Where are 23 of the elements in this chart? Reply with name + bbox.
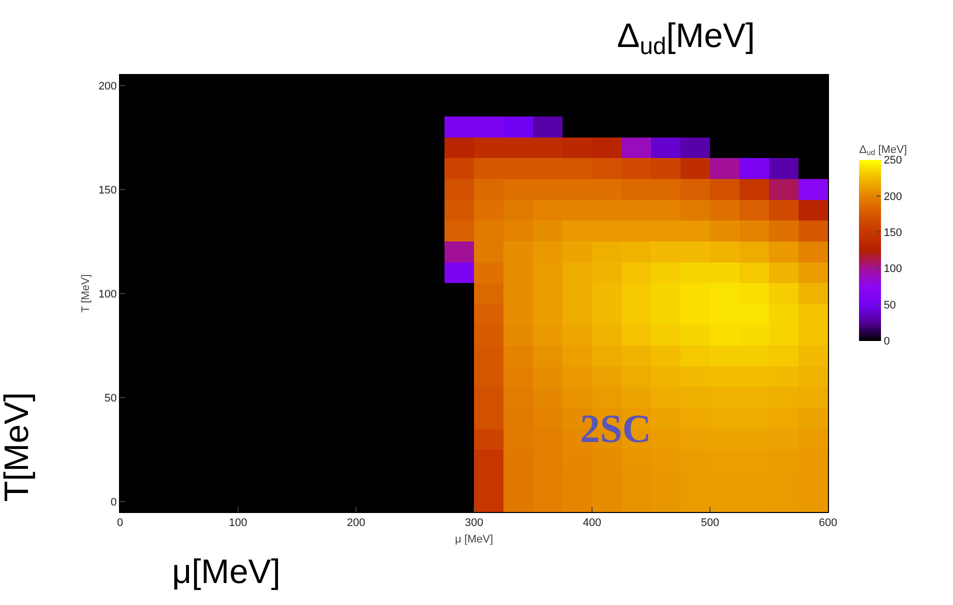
x-tick-label: 300 — [464, 517, 484, 530]
y-tick-label: 50 — [104, 392, 117, 404]
annotation: 2SC — [580, 406, 652, 451]
y-axis-title: T [MeV] — [80, 274, 92, 313]
text: T[MeV] — [0, 392, 36, 502]
x-tick-label: 200 — [346, 517, 366, 530]
x-tick-label: 400 — [582, 517, 602, 530]
color-bar-label: 100 — [884, 263, 902, 276]
y-tick-label: 0 — [110, 496, 117, 508]
color-bar-label: 250 — [884, 154, 902, 167]
color-bar-label: 200 — [884, 190, 902, 203]
text: μ[MeV] — [172, 553, 280, 591]
x-tick-label: 500 — [700, 517, 720, 530]
y-tick-label: 200 — [98, 80, 117, 92]
x-axis-title: μ [MeV] — [454, 533, 494, 546]
y-tick-label: 150 — [98, 184, 117, 196]
color-bar-label: 150 — [884, 227, 902, 239]
x-tick-label: 600 — [818, 517, 838, 530]
y-tick-label: 100 — [98, 288, 117, 300]
x-tick-label: 100 — [228, 517, 248, 530]
color-bar-label: 50 — [884, 299, 896, 312]
color-bar-label: 0 — [884, 335, 890, 348]
text: Δ$_{ud}$[MeV] — [617, 17, 756, 60]
